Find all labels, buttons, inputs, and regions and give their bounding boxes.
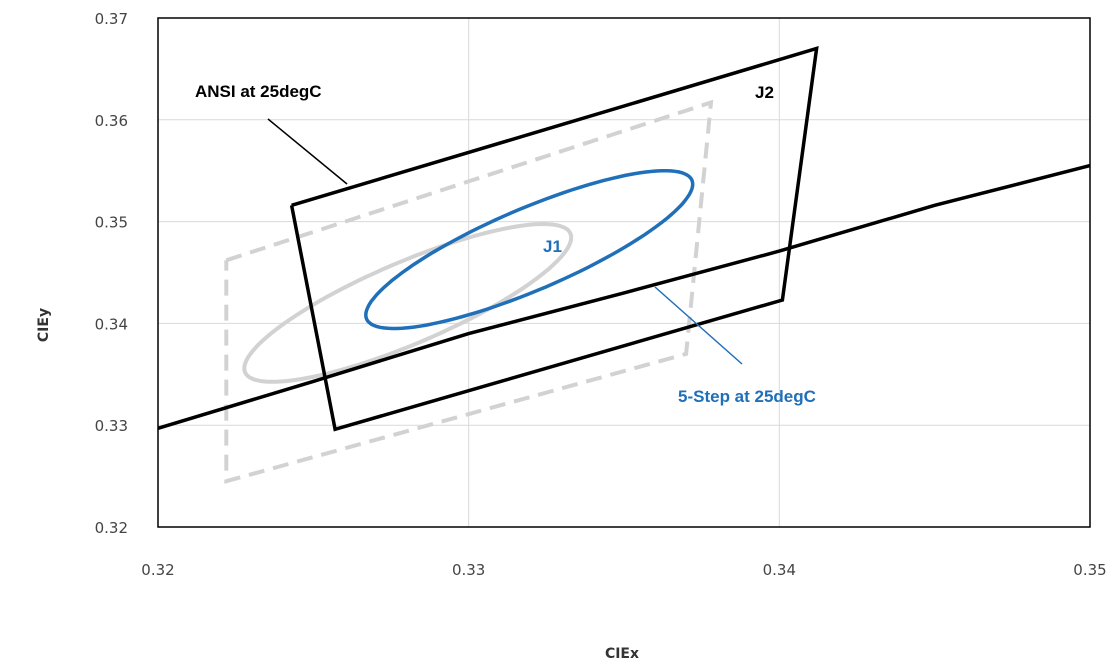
y-tick-label: 0.33 — [95, 417, 128, 435]
y-tick-label: 0.35 — [95, 214, 128, 232]
annotation-j1: J1 — [543, 237, 562, 256]
tick-labels: 0.32 0.33 0.34 0.35 0.32 0.33 0.34 0.35 0.36 0.37 — [95, 10, 1107, 579]
y-tick-label: 0.32 — [95, 519, 128, 537]
x-tick-label: 0.32 — [141, 561, 174, 579]
annotation-5-step: 5-Step at 25degC — [678, 387, 816, 406]
ansi-leader-line — [267, 118, 348, 185]
annotation-j2: J2 — [755, 83, 774, 102]
series-3-shape — [364, 168, 695, 331]
y-tick-label: 0.37 — [95, 10, 128, 28]
plot-area-border — [157, 17, 1091, 528]
x-tick-label: 0.35 — [1073, 561, 1106, 579]
chart-series — [157, 46, 1091, 484]
x-axis-title: CIEx — [605, 646, 639, 662]
y-axis-title: CIEy — [36, 308, 52, 342]
y-tick-label: 0.34 — [95, 315, 128, 333]
series-2-shape — [157, 163, 1091, 430]
x-tick-label: 0.33 — [452, 561, 485, 579]
5-step-leader-line — [654, 286, 743, 365]
x-tick-label: 0.34 — [763, 561, 796, 579]
series-0-shape — [289, 46, 819, 432]
annotation-ansi: ANSI at 25degC — [195, 82, 322, 101]
y-tick-label: 0.36 — [95, 112, 128, 130]
series-4-shape — [242, 221, 574, 384]
